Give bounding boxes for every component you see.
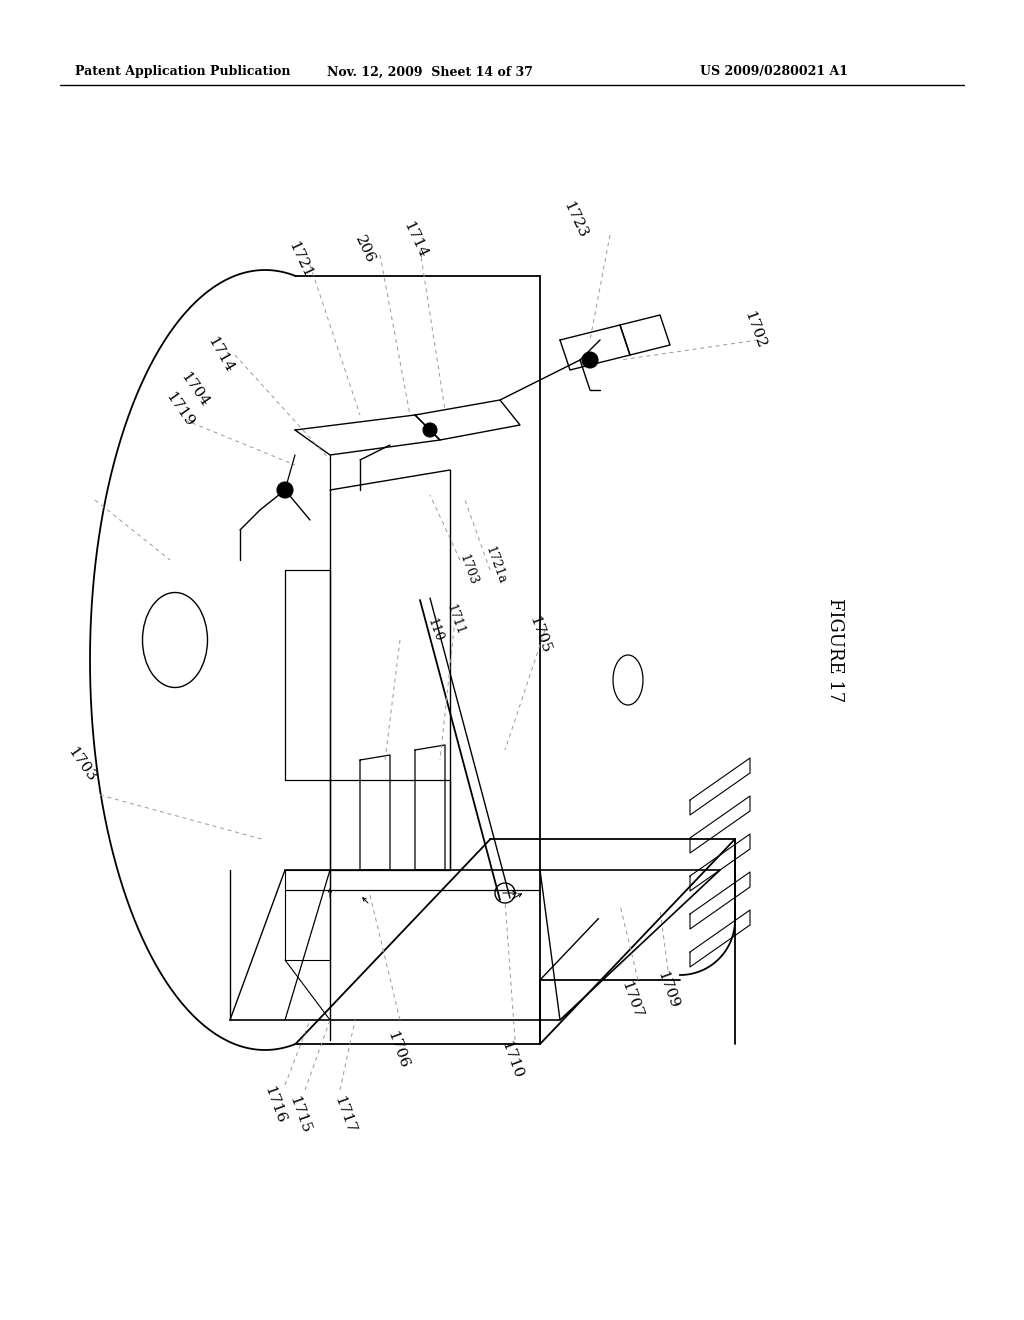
Text: Nov. 12, 2009  Sheet 14 of 37: Nov. 12, 2009 Sheet 14 of 37 xyxy=(327,66,532,78)
Text: 1706: 1706 xyxy=(385,1030,412,1071)
Text: 1716: 1716 xyxy=(262,1084,288,1126)
Text: 206: 206 xyxy=(352,234,378,267)
Text: 1717: 1717 xyxy=(332,1094,358,1135)
Text: 1702: 1702 xyxy=(741,309,768,351)
Text: FIGURE 17: FIGURE 17 xyxy=(826,598,844,702)
Text: 1721: 1721 xyxy=(286,239,314,281)
Text: 1714: 1714 xyxy=(204,335,236,375)
Text: Patent Application Publication: Patent Application Publication xyxy=(75,66,291,78)
Text: 1711: 1711 xyxy=(443,603,467,638)
Circle shape xyxy=(582,352,598,368)
Text: 1714: 1714 xyxy=(400,219,429,260)
Circle shape xyxy=(278,482,293,498)
Text: 1715: 1715 xyxy=(287,1094,313,1135)
Circle shape xyxy=(423,422,437,437)
Text: 1705: 1705 xyxy=(526,614,553,656)
Text: 1707: 1707 xyxy=(618,979,645,1020)
Text: 110: 110 xyxy=(425,616,445,643)
Text: 1703: 1703 xyxy=(457,553,479,587)
Text: 1704: 1704 xyxy=(178,370,212,411)
Text: 1703: 1703 xyxy=(66,744,99,785)
Text: US 2009/0280021 A1: US 2009/0280021 A1 xyxy=(700,66,848,78)
Text: 1709: 1709 xyxy=(654,969,681,1011)
Text: 1721a: 1721a xyxy=(482,544,508,586)
Text: 1723: 1723 xyxy=(560,199,590,240)
Text: 1719: 1719 xyxy=(163,391,197,430)
Text: 1710: 1710 xyxy=(499,1039,525,1081)
